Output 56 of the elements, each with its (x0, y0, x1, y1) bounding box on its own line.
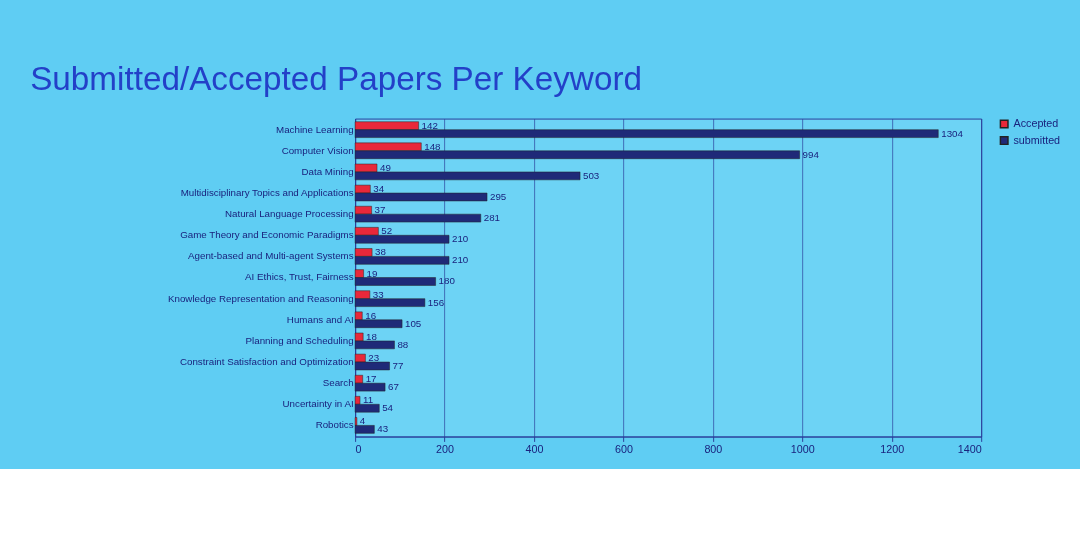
data-label: 67 (388, 381, 399, 393)
data-label: 43 (377, 423, 389, 435)
data-label: 19 (366, 267, 378, 279)
y-tick-label: Computer Vision (281, 144, 354, 156)
data-label: 295 (489, 190, 507, 202)
data-label: 210 (451, 233, 469, 245)
data-label: 4 (359, 415, 366, 427)
x-tick-label: 600 (614, 442, 633, 455)
y-tick-label: Game Theory and Economic Paradigms (180, 229, 354, 241)
data-label: 34 (373, 183, 385, 195)
y-tick-label: Planning and Scheduling (245, 334, 354, 346)
y-tick-label: Data Mining (301, 165, 354, 177)
data-label: 23 (368, 352, 380, 364)
x-tick-label: 0 (355, 442, 362, 455)
chart-title: Submitted/Accepted Papers Per Keyword (30, 60, 642, 98)
y-tick-label: Machine Learning (276, 123, 354, 135)
data-label: 180 (438, 275, 456, 287)
x-tick-label: 1200 (880, 442, 905, 455)
y-tick-label: Robotics (315, 419, 354, 431)
data-label: 156 (427, 296, 445, 308)
data-label: 210 (451, 254, 469, 266)
y-tick-label: Constraint Satisfaction and Optimization (179, 355, 354, 367)
data-label: 18 (366, 330, 377, 342)
y-tick-label: Natural Language Processing (224, 208, 354, 220)
data-label: 33 (372, 288, 384, 300)
y-tick-label: Agent-based and Multi-agent Systems (188, 250, 354, 262)
y-tick-label: Knowledge Representation and Reasoning (167, 292, 354, 304)
x-tick-label: 200 (436, 442, 455, 455)
data-label: 37 (374, 204, 386, 216)
data-label: 148 (424, 140, 441, 152)
data-label: 88 (397, 338, 409, 350)
y-tick-label: Multidisciplinary Topics and Applications (180, 186, 354, 198)
data-label: 49 (379, 161, 391, 173)
data-label: 503 (582, 169, 600, 181)
data-label: 52 (381, 225, 393, 237)
x-tick-label: 1000 (790, 442, 815, 455)
x-tick-label: 800 (704, 442, 723, 455)
data-label: 54 (382, 402, 394, 414)
legend-label: Accepted (1013, 116, 1059, 129)
data-label: 38 (375, 246, 386, 258)
data-label: 142 (421, 119, 438, 131)
y-tick-label: Uncertainty in AI (282, 398, 354, 410)
data-label: 77 (392, 359, 404, 371)
y-tick-label: AI Ethics, Trust, Fairness (245, 271, 354, 283)
data-label: 281 (483, 212, 500, 224)
data-label: 105 (405, 317, 422, 329)
legend-label: submitted (1013, 133, 1061, 146)
data-label: 994 (802, 148, 820, 160)
data-label: 1304 (941, 127, 964, 139)
y-tick-label: Search (322, 377, 354, 389)
data-label: 17 (365, 373, 377, 385)
x-tick-label: 1400 (957, 442, 982, 455)
data-label: 11 (362, 394, 374, 406)
data-label: 16 (365, 309, 377, 321)
y-tick-label: Humans and AI (286, 313, 354, 325)
x-tick-label: 400 (525, 442, 544, 455)
